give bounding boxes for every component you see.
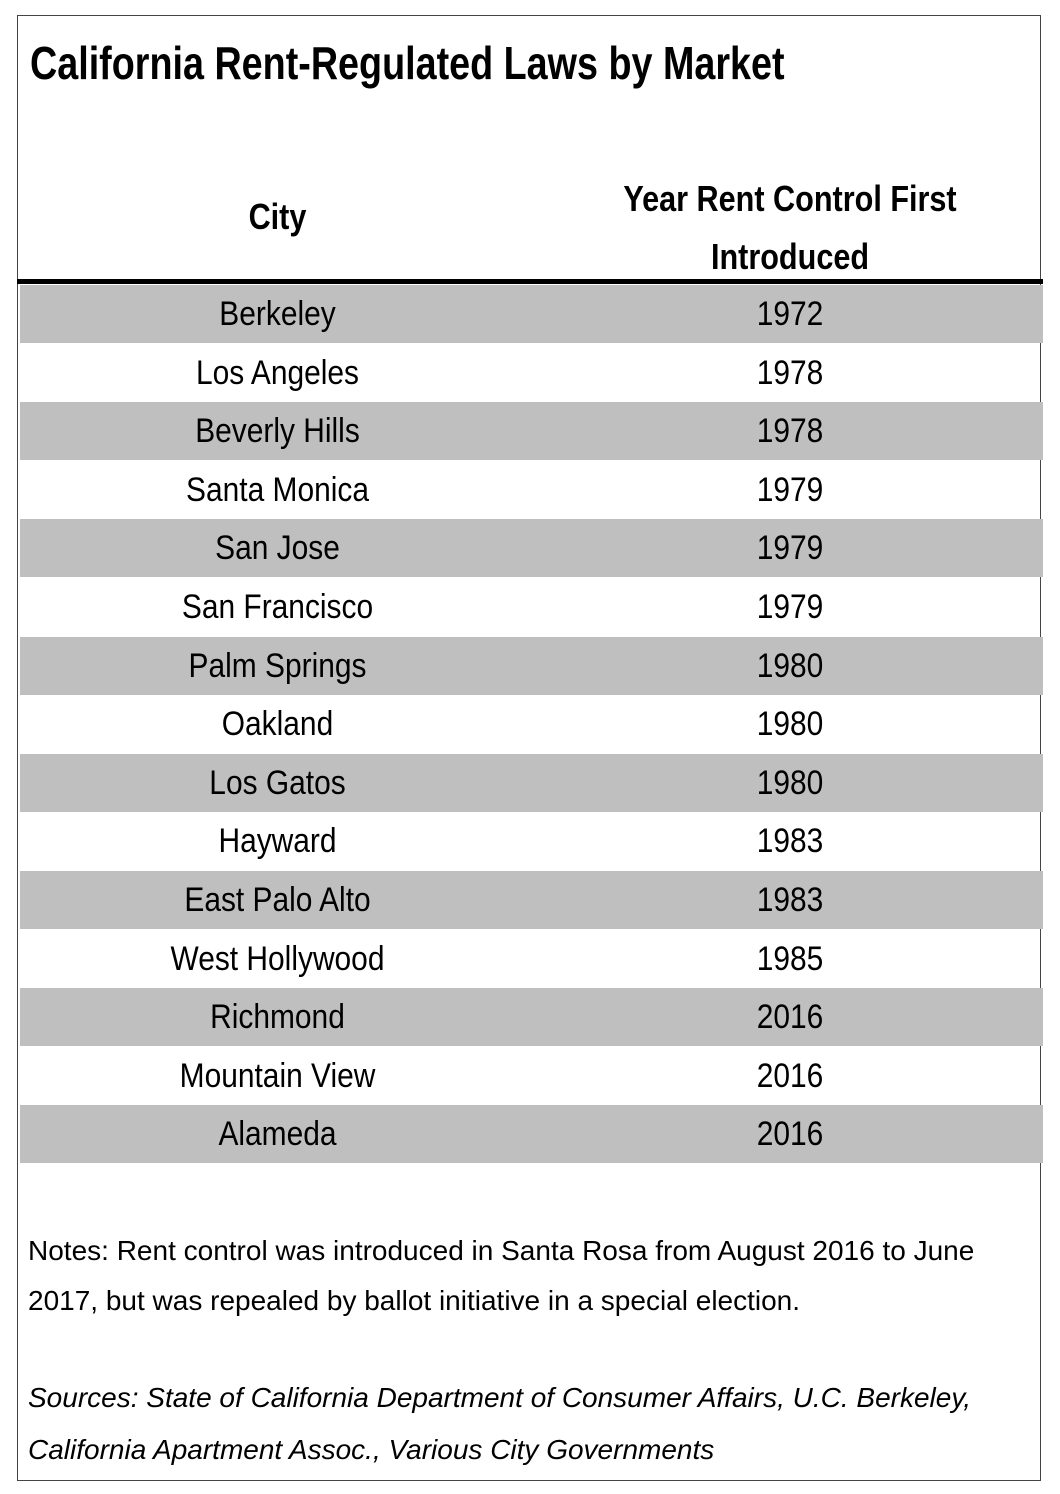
year-cell: 1978 <box>756 353 824 392</box>
table-row: Hayward 1983 <box>20 812 1043 870</box>
year-cell: 1978 <box>756 412 824 451</box>
city-cell: Alameda <box>218 1115 337 1154</box>
year-cell: 2016 <box>756 1056 824 1095</box>
city-cell: Richmond <box>210 998 345 1037</box>
year-cell: 1980 <box>756 646 824 685</box>
table-row: San Francisco 1979 <box>20 578 1043 636</box>
table-row: Richmond 2016 <box>20 988 1043 1047</box>
table-row: Los Angeles 1978 <box>20 344 1043 402</box>
sources: Sources: State of California Department … <box>28 1382 972 1465</box>
city-cell: Palm Springs <box>188 646 367 685</box>
year-cell: 1980 <box>756 705 824 744</box>
header-rule <box>17 279 1043 284</box>
year-cell: 1983 <box>756 822 824 861</box>
year-cell: 1972 <box>756 295 824 333</box>
table-row: San Jose 1979 <box>20 519 1043 578</box>
column-header: Year Rent Control First Introduced <box>623 178 957 277</box>
city-cell: Oakland <box>221 705 334 744</box>
year-cell: 1979 <box>756 529 824 568</box>
title: California Rent-Regulated Laws by Market <box>30 37 785 89</box>
year-cell: 2016 <box>756 1115 824 1154</box>
column-header: City <box>248 196 307 237</box>
table-row: East Palo Alto 1983 <box>20 871 1043 929</box>
table-row: Oakland 1980 <box>20 695 1043 753</box>
notes: Notes: Rent control was introduced in Sa… <box>28 1235 975 1316</box>
year-cell: 2016 <box>756 998 824 1037</box>
city-cell: Hayward <box>218 822 337 861</box>
city-cell: San Francisco <box>181 588 374 626</box>
city-cell: Beverly Hills <box>195 412 360 451</box>
city-cell: San Jose <box>215 529 340 568</box>
table-row: Los Gatos 1980 <box>20 753 1043 812</box>
table-row: Berkeley 1972 <box>20 285 1043 343</box>
city-cell: Los Gatos <box>209 763 346 802</box>
city-cell: Santa Monica <box>186 470 369 509</box>
year-cell: 1979 <box>756 470 824 509</box>
city-cell: Mountain View <box>179 1056 376 1095</box>
city-cell: Berkeley <box>219 295 336 333</box>
year-cell: 1983 <box>756 881 824 919</box>
city-cell: Los Angeles <box>195 353 360 392</box>
year-cell: 1980 <box>756 763 824 802</box>
frame <box>17 15 1041 1481</box>
table-row: Palm Springs 1980 <box>20 636 1043 695</box>
city-cell: West Hollywood <box>170 939 385 978</box>
table-row: Santa Monica 1979 <box>20 461 1043 519</box>
year-cell: 1985 <box>756 939 824 978</box>
city-cell: East Palo Alto <box>184 881 371 919</box>
year-cell: 1979 <box>756 588 824 626</box>
table-row: Mountain View 2016 <box>20 1047 1043 1105</box>
table-row: West Hollywood 1985 <box>20 930 1043 988</box>
table-row: Alameda 2016 <box>20 1105 1043 1164</box>
table-row: Beverly Hills 1978 <box>20 402 1043 461</box>
